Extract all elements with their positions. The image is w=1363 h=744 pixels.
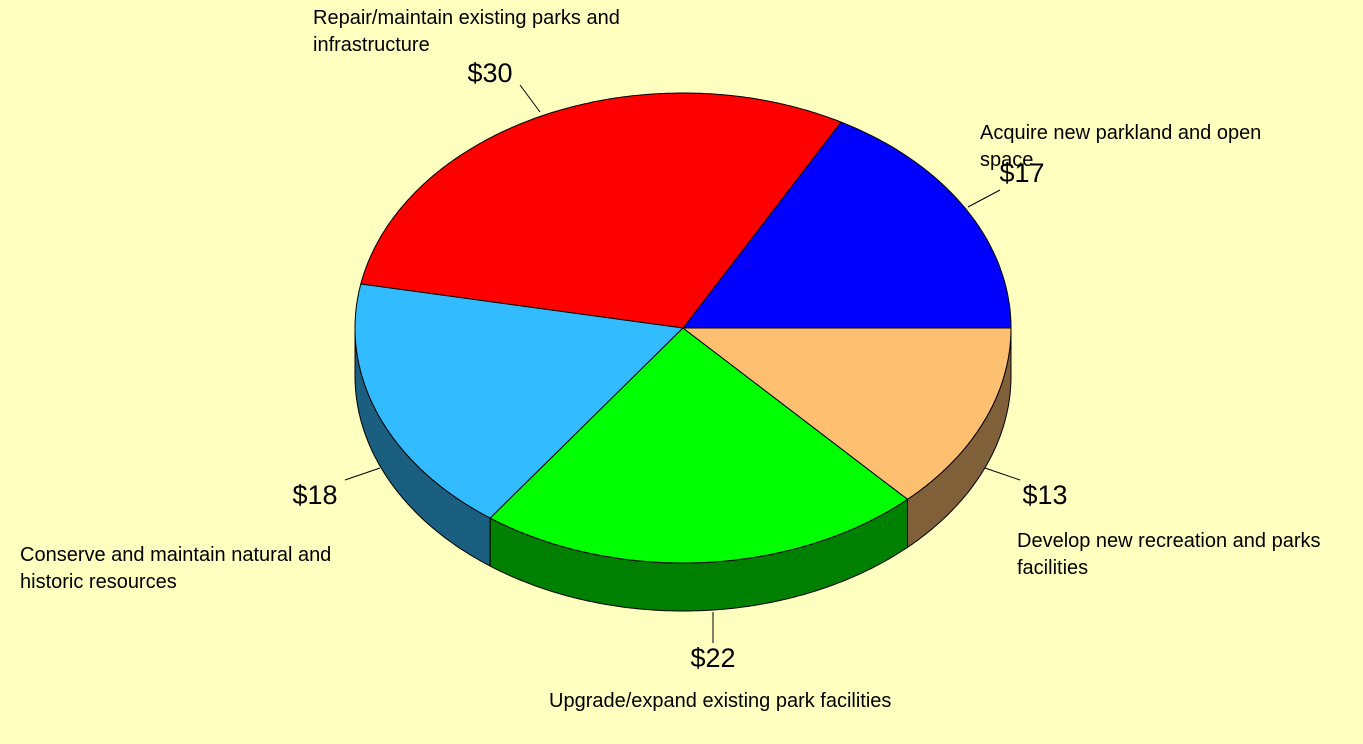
value-label: $30 — [467, 58, 512, 88]
leader-line — [519, 84, 541, 113]
category-label: Upgrade/expand existing park facilities — [549, 690, 892, 712]
value-label: $17 — [999, 158, 1044, 188]
slice — [681, 327, 1012, 500]
slice — [354, 283, 685, 519]
slice — [681, 121, 1012, 329]
leader-line — [967, 189, 1001, 208]
value-label: $18 — [292, 480, 337, 510]
leader-line — [344, 467, 381, 481]
category-label: Develop new recreation and parks facilit… — [1017, 530, 1321, 579]
slice — [489, 327, 909, 564]
slice — [360, 92, 842, 329]
category-label: Conserve and maintain natural and histor… — [20, 544, 332, 593]
category-label: Acquire new parkland and open space — [980, 122, 1262, 171]
value-label: $13 — [1022, 480, 1067, 510]
leader-line — [984, 467, 1021, 481]
category-label: Repair/maintain existing parks and infra… — [313, 7, 620, 56]
value-label: $22 — [690, 643, 735, 673]
